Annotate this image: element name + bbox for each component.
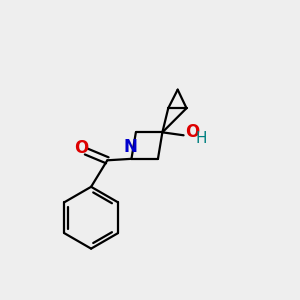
Text: O: O bbox=[74, 139, 88, 157]
Text: H: H bbox=[196, 131, 207, 146]
Text: O: O bbox=[185, 123, 199, 141]
Text: N: N bbox=[124, 139, 138, 157]
